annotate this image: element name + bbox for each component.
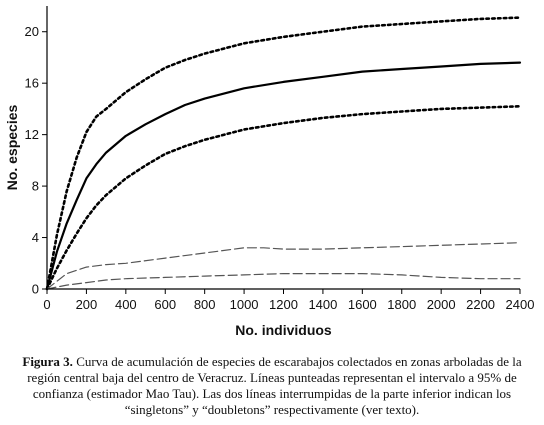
x-tick-label: 1000: [230, 297, 259, 312]
x-axis-title: No. individuos: [235, 322, 332, 338]
x-tick-label: 2000: [427, 297, 456, 312]
series-line-2: [45, 16, 522, 291]
ticks-layer: 0 200 400 600 800 1000 1200 1400 1600 1800 2000 220…: [25, 24, 535, 312]
y-axis-title: No. especies: [4, 104, 20, 190]
series-line-3: [45, 105, 522, 291]
x-tick-label: 1600: [348, 297, 377, 312]
species-accumulation-chart: 0 200 400 600 800 1000 1200 1400 1600 1800 2000 220…: [4, 6, 535, 338]
x-tick-label: 1200: [269, 297, 298, 312]
figure-caption: Figura 3. Curva de acumulación de especi…: [10, 354, 534, 418]
y-tick-label: 12: [25, 127, 39, 142]
series-line-1: [45, 61, 522, 291]
y-tick-label: 16: [25, 76, 39, 91]
y-tick-label: 4: [32, 230, 39, 245]
series-line-4: [46, 242, 521, 290]
caption-text: Curva de acumulación de especies de esca…: [27, 354, 522, 417]
series-layer: [45, 16, 522, 291]
x-tick-label: 800: [194, 297, 216, 312]
x-tick-label: 2200: [466, 297, 495, 312]
y-tick-label: 20: [25, 24, 39, 39]
x-tick-label: 0: [43, 297, 50, 312]
x-tick-label: 1800: [387, 297, 416, 312]
axes-layer: [46, 6, 520, 290]
y-tick-label: 8: [32, 179, 39, 194]
series-line-5: [46, 273, 521, 290]
x-tick-label: 600: [154, 297, 176, 312]
x-tick-label: 400: [115, 297, 137, 312]
x-tick-label: 200: [76, 297, 98, 312]
x-tick-label: 2400: [506, 297, 535, 312]
x-tick-label: 1400: [308, 297, 337, 312]
caption-label: Figura 3.: [22, 354, 73, 369]
y-tick-label: 0: [32, 282, 39, 297]
